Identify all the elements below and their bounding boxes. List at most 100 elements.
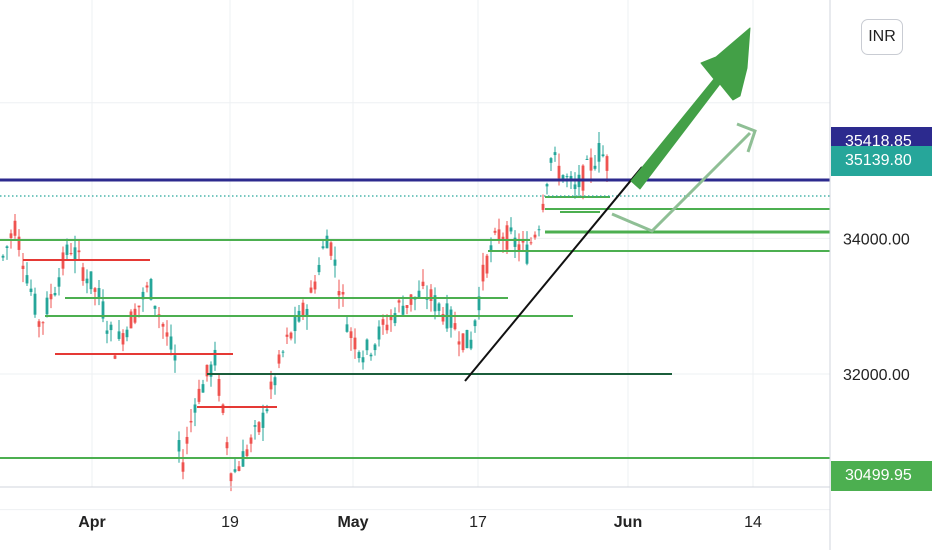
candle-body: [285, 334, 289, 337]
candle-body: [401, 305, 405, 315]
candle-body: [245, 449, 249, 456]
candle-body: [149, 279, 153, 300]
candle-body: [73, 247, 77, 261]
y-tick-label: 32000.00: [843, 367, 910, 384]
candle-body: [497, 229, 501, 240]
candle-body: [481, 264, 485, 282]
candle-body: [345, 324, 349, 332]
candle-body: [377, 326, 381, 340]
candle-body: [525, 244, 529, 264]
candle-body: [217, 379, 221, 396]
candle-body: [49, 294, 53, 300]
candle-body: [533, 234, 537, 238]
currency-button[interactable]: INR: [861, 19, 903, 55]
candle-body: [509, 227, 513, 232]
candle-body: [169, 336, 173, 350]
x-tick-label: 14: [744, 514, 762, 531]
projection-arrow-faded-head: [736, 122, 757, 153]
candle-body: [301, 302, 305, 317]
candle-body: [597, 142, 601, 162]
candle-body: [517, 244, 521, 252]
candle-body: [257, 422, 261, 433]
trendline: [464, 166, 643, 382]
candle-body: [253, 425, 257, 427]
candle-body: [269, 381, 273, 390]
candle-body: [13, 220, 17, 236]
candle-body: [117, 331, 121, 339]
candle-body: [353, 337, 357, 350]
candle-body: [17, 236, 21, 250]
candle-body: [57, 277, 61, 287]
candle-body: [193, 404, 197, 413]
candle-body: [281, 351, 285, 353]
candle-body: [293, 317, 297, 332]
candle-body: [441, 314, 445, 322]
projection-arrow-faded: [611, 131, 752, 233]
candle-body: [545, 184, 549, 187]
candle-body: [541, 203, 545, 210]
x-tick-label: May: [337, 514, 368, 531]
candle-body: [325, 235, 329, 249]
candle-body: [409, 294, 413, 305]
candle-body: [181, 462, 185, 472]
candle-body: [505, 225, 509, 250]
candle-body: [477, 296, 481, 311]
candle-body: [261, 412, 265, 428]
candle-body: [89, 271, 93, 290]
candle-body: [521, 240, 525, 243]
candle-body: [501, 236, 505, 241]
candle-body: [461, 333, 465, 351]
candle-body: [589, 157, 593, 171]
candle-body: [417, 290, 421, 298]
price-label: 35139.80: [831, 146, 932, 177]
candle-body: [317, 264, 321, 273]
candle-body: [145, 285, 149, 288]
candle-body: [365, 339, 369, 351]
candle-body: [349, 331, 353, 339]
drawings: [0, 27, 830, 459]
candle-body: [77, 250, 81, 253]
candle-body: [381, 319, 385, 325]
candle-body: [553, 152, 557, 156]
candle-body: [185, 436, 189, 444]
candle-body: [437, 303, 441, 311]
candle-body: [21, 265, 25, 269]
candle-body: [197, 388, 201, 402]
candle-body: [421, 281, 425, 287]
candle-body: [225, 442, 229, 449]
candle-body: [473, 320, 477, 327]
candle-body: [569, 175, 573, 181]
candle-body: [457, 341, 461, 345]
candle-body: [265, 409, 269, 412]
candle-body: [537, 229, 541, 231]
candle-body: [25, 275, 29, 284]
candle-body: [101, 301, 105, 319]
candle-body: [141, 291, 145, 300]
candle-body: [469, 339, 473, 349]
candle-body: [93, 288, 97, 292]
candle-body: [125, 329, 129, 338]
candle-body: [341, 291, 345, 295]
x-tick-label: 17: [469, 514, 487, 531]
candle-body: [189, 420, 193, 423]
candle-body: [273, 377, 277, 386]
candle-body: [289, 332, 293, 339]
candle-body: [37, 321, 41, 327]
candle-body: [433, 295, 437, 312]
candle-body: [329, 242, 333, 256]
candle-body: [221, 404, 225, 413]
candle-body: [549, 158, 553, 163]
candle-body: [105, 330, 109, 334]
candle-body: [493, 230, 497, 233]
candles: [1, 132, 609, 492]
candle-body: [177, 440, 181, 452]
candle-body: [165, 332, 169, 337]
candle-body: [5, 246, 9, 248]
candle-body: [205, 364, 209, 377]
candle-body: [173, 355, 177, 361]
candle-body: [41, 322, 45, 324]
candle-body: [565, 176, 569, 178]
